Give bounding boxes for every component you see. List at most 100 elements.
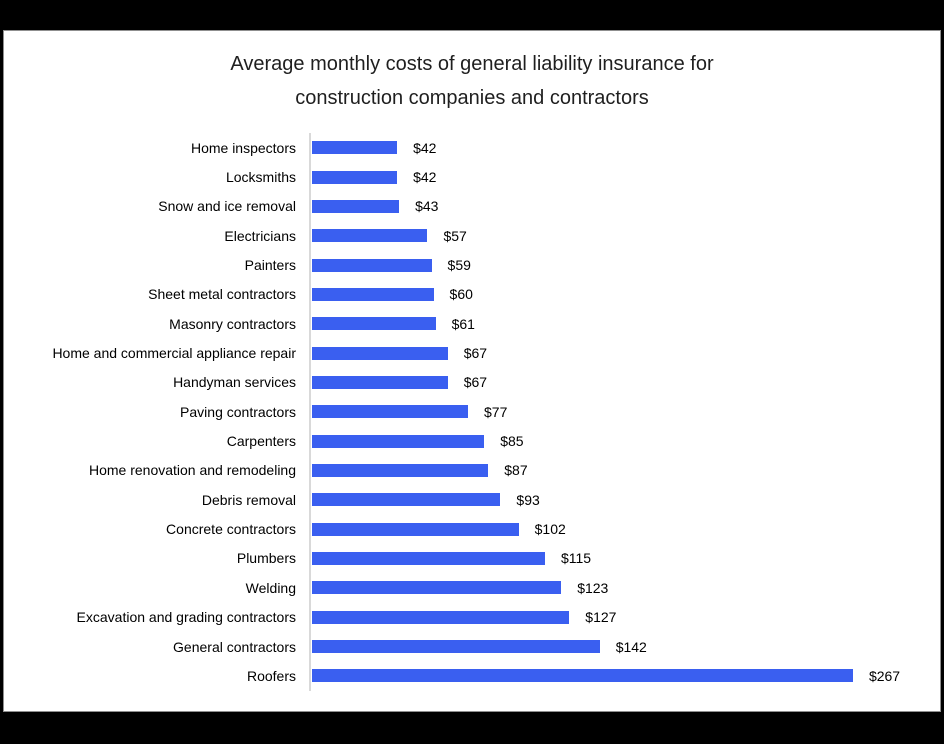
bar — [312, 551, 545, 565]
value-label: $102 — [534, 521, 566, 538]
bar-area: $67 — [309, 338, 936, 368]
bar — [312, 640, 600, 654]
bar — [312, 405, 468, 419]
chart-row: Roofers $267 — [5, 661, 936, 691]
bar — [312, 229, 428, 243]
bar-area: $67 — [309, 367, 936, 398]
bar — [312, 170, 398, 184]
chart-row: Plumbers $115 — [5, 543, 936, 574]
category-label: Concrete contractors — [166, 521, 296, 538]
value-label: $43 — [415, 198, 439, 215]
bar-area: $123 — [309, 573, 936, 603]
value-label: $142 — [615, 638, 647, 655]
value-label: $61 — [451, 315, 475, 332]
bar-area: $42 — [309, 162, 936, 192]
chart-row: Electricians $57 — [5, 221, 936, 251]
chart-row: Painters $59 — [5, 250, 936, 280]
category-label: Plumbers — [236, 550, 296, 567]
chart-row: Concrete contractors $102 — [5, 514, 936, 544]
category-label: General contractors — [173, 638, 296, 655]
bar — [312, 669, 853, 683]
bar — [312, 317, 436, 331]
chart-row: Debris removal $93 — [5, 485, 936, 515]
chart-row: Handyman services $67 — [5, 367, 936, 398]
bar-area: $85 — [309, 426, 936, 456]
category-label: Excavation and grading contractors — [76, 609, 296, 626]
category-label: Masonry contractors — [169, 315, 296, 332]
value-label: $57 — [443, 227, 467, 244]
category-label: Home inspectors — [190, 139, 296, 156]
value-label: $59 — [447, 257, 471, 274]
bar — [312, 375, 448, 389]
bar-area: $87 — [309, 455, 936, 486]
category-label: Snow and ice removal — [158, 198, 296, 215]
chart-surface: Average monthly costs of general liabili… — [3, 30, 941, 712]
category-label: Home and commercial appliance repair — [52, 345, 296, 362]
bar-area: $115 — [309, 543, 936, 574]
category-label: Carpenters — [226, 433, 296, 450]
value-label: $60 — [449, 286, 473, 303]
chart-title-line2: construction companies and contractors — [295, 87, 649, 109]
bar-area: $61 — [309, 309, 936, 339]
bar-area: $93 — [309, 485, 936, 515]
value-label: $267 — [868, 667, 901, 684]
chart-row: Snow and ice removal $43 — [5, 191, 936, 222]
value-label: $87 — [504, 462, 528, 479]
value-label: $77 — [484, 403, 508, 420]
bar — [312, 141, 398, 155]
chart-row: General contractors $142 — [5, 631, 936, 662]
value-label: $123 — [577, 579, 609, 596]
bar-area: $142 — [309, 631, 936, 662]
bar — [312, 463, 489, 477]
chart-row: Welding $123 — [5, 573, 936, 603]
bar-area: $267 — [309, 661, 936, 691]
category-label: Home renovation and remodeling — [88, 462, 296, 479]
bar-area: $60 — [309, 279, 936, 310]
value-label: $67 — [463, 345, 488, 362]
value-label: $42 — [413, 139, 437, 156]
value-label: $127 — [585, 609, 617, 626]
category-label: Welding — [245, 579, 296, 596]
bar — [312, 287, 434, 301]
chart-row: Home inspectors $42 — [5, 133, 936, 163]
bar-area: $57 — [309, 221, 936, 251]
value-label: $93 — [516, 491, 540, 508]
bar — [312, 581, 562, 595]
bar-area: $102 — [309, 514, 936, 544]
value-label: $42 — [413, 169, 437, 186]
category-label: Locksmiths — [225, 169, 296, 186]
bar-area: $43 — [309, 191, 936, 222]
bar — [312, 346, 448, 360]
bar-area: $59 — [309, 250, 936, 280]
bar — [312, 434, 485, 448]
chart-row: Home and commercial appliance repair $67 — [5, 338, 936, 368]
bar-area: $127 — [309, 602, 936, 632]
chart-row: Carpenters $85 — [5, 426, 936, 456]
category-label: Handyman services — [173, 374, 296, 391]
bar-chart-plot: Home inspectors $42 Locksmiths $42 Snow … — [5, 133, 936, 691]
bar-area: $77 — [309, 397, 936, 427]
value-label: $67 — [463, 374, 488, 391]
chart-title-line1: Average monthly costs of general liabili… — [230, 53, 714, 75]
bar — [312, 258, 432, 272]
bar — [312, 522, 519, 536]
bar — [312, 493, 501, 507]
bar-area: $42 — [309, 133, 936, 163]
category-label: Sheet metal contractors — [148, 286, 296, 303]
chart-title: Average monthly costs of general liabili… — [4, 47, 940, 115]
chart-row: Locksmiths $42 — [5, 162, 936, 192]
chart-row: Excavation and grading contractors $127 — [5, 602, 936, 632]
value-label: $115 — [560, 550, 592, 567]
category-label: Electricians — [224, 227, 296, 244]
category-label: Painters — [244, 257, 296, 274]
category-label: Roofers — [246, 667, 296, 684]
bar — [312, 610, 570, 624]
bar — [312, 199, 400, 213]
chart-row: Masonry contractors $61 — [5, 309, 936, 339]
category-label: Debris removal — [201, 491, 296, 508]
value-label: $85 — [500, 433, 524, 450]
chart-row: Sheet metal contractors $60 — [5, 279, 936, 310]
chart-row: Home renovation and remodeling $87 — [5, 455, 936, 486]
category-label: Paving contractors — [180, 403, 296, 420]
chart-row: Paving contractors $77 — [5, 397, 936, 427]
